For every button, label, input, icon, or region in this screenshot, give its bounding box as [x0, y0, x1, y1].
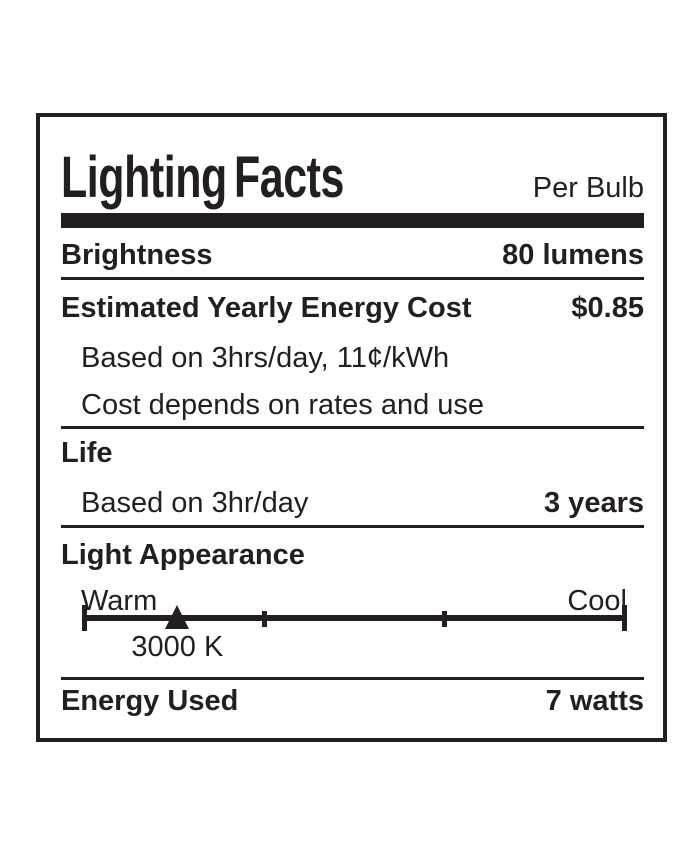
lighting-facts-label: Lighting Facts Per Bulb Brightness 80 lu… — [36, 113, 667, 742]
energy-used-label: Energy Used — [61, 685, 239, 717]
brightness-label: Brightness — [61, 239, 213, 271]
scale-tick-mid-2 — [442, 611, 448, 627]
per-bulb-label: Per Bulb — [532, 172, 644, 204]
energy-used-value: 7 watts — [545, 685, 644, 717]
label-title: Lighting Facts — [61, 149, 443, 207]
life-row: Life — [61, 439, 644, 468]
scale-tick-left — [82, 605, 87, 631]
life-basis-row: Based on 3hr/day 3 years — [81, 489, 644, 518]
light-appearance-label: Light Appearance — [61, 539, 305, 571]
energy-cost-note-rates-text: Cost depends on rates and use — [81, 389, 485, 421]
scale-endpoint-labels: Warm Cool — [81, 587, 627, 616]
scale-tick-right — [622, 605, 627, 631]
life-label: Life — [61, 437, 113, 469]
cool-label: Cool — [567, 585, 627, 617]
energy-cost-row: Estimated Yearly Energy Cost $0.85 — [61, 294, 644, 323]
brightness-row: Brightness 80 lumens — [61, 241, 644, 270]
brightness-value: 80 lumens — [502, 239, 644, 271]
kelvin-marker-triangle-up-icon — [165, 605, 190, 629]
row-divider — [61, 277, 644, 280]
color-temp-scale — [82, 605, 627, 635]
row-divider — [61, 426, 644, 429]
light-appearance-row: Light Appearance — [61, 541, 644, 570]
energy-used-row: Energy Used 7 watts — [61, 687, 644, 716]
energy-cost-value: $0.85 — [571, 292, 644, 324]
label-title-text: Lighting Facts — [61, 145, 344, 210]
energy-cost-note-basis-text: Based on 3hrs/day, 11¢/kWh — [81, 342, 450, 374]
title-separator-bar — [61, 213, 644, 228]
life-value: 3 years — [544, 487, 644, 519]
row-divider — [61, 525, 644, 528]
life-note: Based on 3hr/day — [81, 487, 309, 519]
scale-tick-mid-1 — [261, 611, 267, 627]
row-divider — [61, 677, 644, 680]
energy-cost-label: Estimated Yearly Energy Cost — [61, 292, 472, 324]
scale-line — [82, 615, 627, 621]
energy-cost-note-basis: Based on 3hrs/day, 11¢/kWh — [81, 344, 644, 373]
warm-label: Warm — [81, 585, 158, 617]
energy-cost-note-rates: Cost depends on rates and use — [81, 391, 644, 420]
kelvin-value: 3000 K — [131, 631, 224, 663]
